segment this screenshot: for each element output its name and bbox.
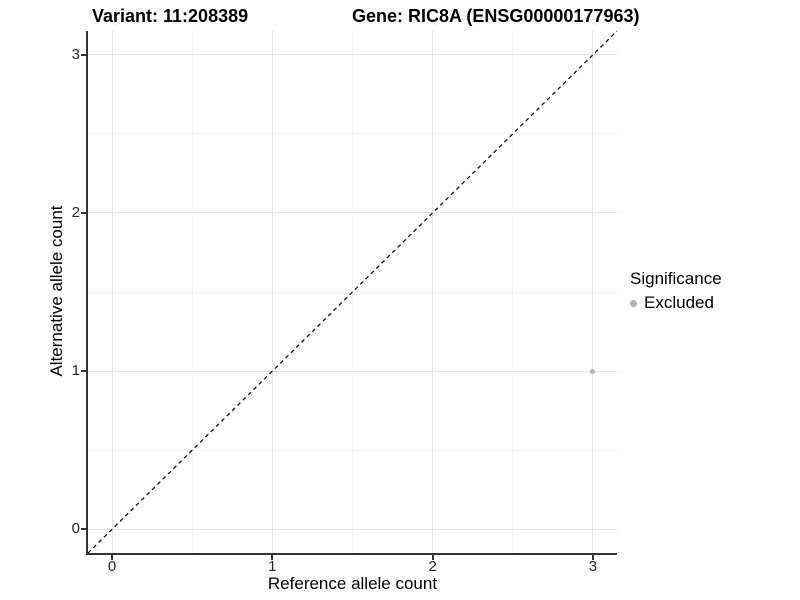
y-tick-label: 3 <box>71 45 80 63</box>
y-tick-label: 2 <box>71 203 80 221</box>
identity-reference-line <box>87 30 618 554</box>
x-major-gridline <box>271 31 273 553</box>
x-tick-mark <box>591 555 594 560</box>
legend: Significance Excluded <box>630 268 722 313</box>
x-axis-line <box>86 553 617 555</box>
x-tick-label: 1 <box>268 558 277 575</box>
data-point <box>590 368 596 374</box>
y-tick-mark <box>81 53 86 56</box>
y-major-gridline <box>88 54 617 56</box>
y-major-gridline <box>88 528 617 530</box>
y-tick-mark <box>81 370 86 373</box>
x-tick-mark <box>271 555 274 560</box>
x-axis-title: Reference allele count <box>267 574 438 593</box>
x-major-gridline <box>592 31 594 553</box>
y-axis-line <box>86 31 88 555</box>
y-tick-label: 1 <box>71 362 80 380</box>
legend-title: Significance <box>630 269 722 288</box>
x-major-gridline <box>432 31 434 553</box>
y-major-gridline <box>88 370 617 372</box>
x-tick-label: 0 <box>107 558 117 575</box>
legend-item-label: Excluded <box>644 293 714 312</box>
x-tick-mark <box>111 555 114 560</box>
y-minor-gridline <box>88 291 617 293</box>
y-minor-gridline <box>88 449 617 451</box>
y-tick-mark <box>81 528 86 531</box>
y-tick-label: 0 <box>71 520 80 538</box>
legend-point-icon <box>630 299 637 307</box>
y-tick-mark <box>81 211 86 214</box>
gene-title: Gene: RIC8A (ENSG00000177963) <box>352 6 640 26</box>
y-minor-gridline <box>88 133 617 135</box>
variant-title: Variant: 11:208389 <box>92 6 249 26</box>
x-major-gridline <box>111 31 113 553</box>
x-tick-label: 2 <box>428 558 437 575</box>
plot-panel <box>87 30 618 554</box>
x-tick-mark <box>431 555 434 560</box>
x-tick-label: 3 <box>588 558 598 575</box>
y-major-gridline <box>88 212 617 214</box>
legend-item: Excluded <box>630 293 722 313</box>
y-axis-title: Alternative allele count <box>47 205 66 377</box>
